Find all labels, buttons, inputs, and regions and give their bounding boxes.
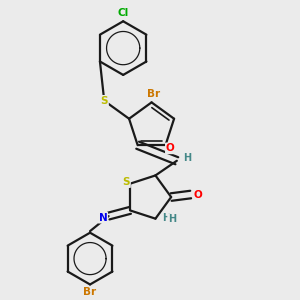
Text: S: S xyxy=(100,96,108,106)
Text: H: H xyxy=(168,214,176,224)
Text: O: O xyxy=(193,190,202,200)
Text: Br: Br xyxy=(83,287,97,297)
Text: Br: Br xyxy=(147,89,160,100)
Text: O: O xyxy=(166,143,175,153)
Text: N: N xyxy=(98,213,107,223)
Text: H: H xyxy=(183,153,191,163)
Text: S: S xyxy=(122,177,130,187)
Text: H: H xyxy=(162,213,171,223)
Text: Cl: Cl xyxy=(118,8,129,18)
